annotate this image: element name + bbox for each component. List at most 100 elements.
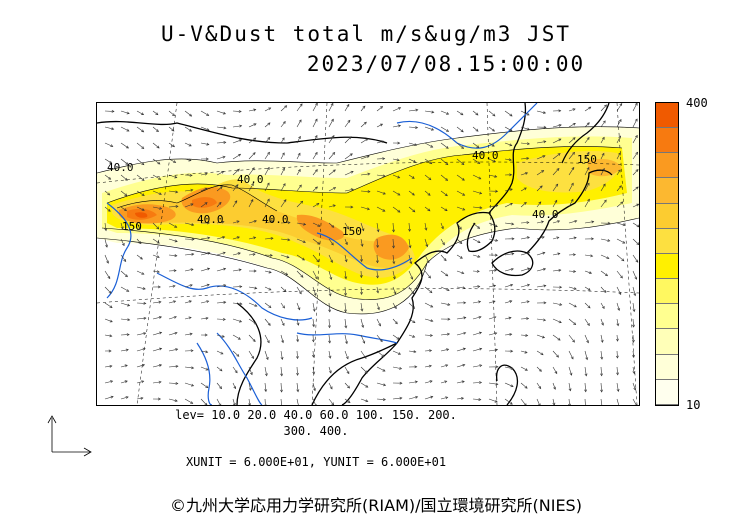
contour-label: 150 <box>577 153 597 166</box>
wind-arrow <box>424 365 432 368</box>
vector-units: XUNIT = 6.000E+01, YUNIT = 6.000E+01 <box>185 455 447 469</box>
wind-arrow <box>552 334 561 341</box>
wind-arrowhead <box>331 118 334 122</box>
wind-arrowhead <box>330 259 333 263</box>
wind-arrowhead <box>139 256 143 260</box>
wind-arrowhead <box>298 119 302 123</box>
wind-arrowhead <box>317 241 321 245</box>
wind-arrow <box>472 190 482 194</box>
wind-arrowhead <box>479 347 483 351</box>
wind-arrow <box>488 222 498 227</box>
wind-arrowhead <box>588 271 593 274</box>
wind-arrowhead <box>590 254 594 258</box>
wind-arrow <box>264 366 268 376</box>
wind-arrowhead <box>268 270 272 274</box>
color-scale-step <box>656 203 678 229</box>
wind-arrow <box>488 158 496 163</box>
contour-label: 40.0 <box>237 173 264 186</box>
wind-arrowhead <box>475 128 479 132</box>
wind-arrowhead <box>553 386 556 390</box>
wind-arrow <box>200 187 208 192</box>
wind-arrow <box>264 318 271 326</box>
wind-arrowhead <box>281 137 285 141</box>
wind-arrow <box>312 254 319 263</box>
wind-arrowhead <box>430 304 434 308</box>
wind-arrowhead <box>478 331 483 335</box>
wind-arrow <box>616 398 620 405</box>
wind-arrow <box>600 350 603 360</box>
wind-arrow <box>488 238 498 242</box>
color-scale <box>655 102 679 406</box>
wind-arrow <box>104 302 113 308</box>
wind-arrow <box>424 254 430 263</box>
wind-arrow <box>264 107 271 112</box>
wind-arrow <box>328 187 336 192</box>
wind-arrow <box>584 182 590 192</box>
wind-arrow <box>344 270 347 279</box>
wind-arrowhead <box>328 355 332 359</box>
wind-arrow <box>376 238 379 248</box>
wind-arrow <box>232 125 242 128</box>
wind-arrow <box>504 222 514 225</box>
wind-arrow <box>600 286 607 293</box>
wind-arrow <box>616 135 621 144</box>
wind-arrow <box>488 126 495 132</box>
wind-arrowhead <box>509 202 513 206</box>
wind-arrow <box>360 206 370 210</box>
wind-arrow <box>504 188 513 192</box>
wind-arrow <box>296 153 301 160</box>
wind-arrow <box>632 366 635 374</box>
wind-arrow <box>456 126 464 133</box>
chart-title: U-V&Dust total m/s&ug/m3 JST <box>160 22 571 46</box>
wind-arrow <box>200 317 209 320</box>
wind-arrow <box>328 318 330 328</box>
wind-arrowhead <box>264 373 268 377</box>
color-scale-step <box>656 128 678 154</box>
wind-arrow <box>392 334 400 340</box>
wind-arrow <box>472 316 482 320</box>
color-scale-step <box>656 178 678 204</box>
wind-arrowhead <box>282 305 285 309</box>
wind-arrowhead <box>509 173 513 177</box>
wind-arrow <box>104 158 112 164</box>
wind-arrow <box>248 237 256 240</box>
wind-arrowhead <box>478 398 482 401</box>
wind-arrow <box>296 184 302 192</box>
wind-arrowhead <box>141 380 145 384</box>
wind-arrow <box>248 302 258 307</box>
color-scale-step <box>656 253 678 280</box>
wind-arrowhead <box>441 226 444 230</box>
wind-arrow <box>280 318 285 326</box>
wind-arrowhead <box>430 319 434 323</box>
wind-arrow <box>536 236 545 240</box>
wind-arrowhead <box>479 206 483 210</box>
wind-arrowhead <box>445 178 449 181</box>
wind-arrowhead <box>573 236 577 240</box>
wind-arrow <box>504 126 513 132</box>
wind-arrowhead <box>382 191 386 195</box>
wind-arrow <box>280 334 284 343</box>
wind-arrow <box>248 137 256 144</box>
wind-arrowhead <box>591 220 595 224</box>
wind-arrowhead <box>477 240 481 244</box>
wind-arrow <box>472 174 481 180</box>
wind-arrowhead <box>411 176 415 179</box>
wind-arrowhead <box>283 199 287 203</box>
wind-arrowhead <box>543 284 547 288</box>
wind-arrowhead <box>632 354 635 358</box>
wind-arrowhead <box>447 302 451 306</box>
wind-arrow <box>632 203 639 208</box>
wind-arrowhead <box>280 373 284 377</box>
wind-arrow <box>136 174 145 181</box>
wind-arrow <box>424 126 434 131</box>
wind-arrowhead <box>239 124 243 128</box>
wind-arrowhead <box>237 336 241 340</box>
wind-arrowhead <box>462 347 466 351</box>
wind-arrowhead <box>331 135 335 139</box>
wind-arrowhead <box>557 252 561 256</box>
wind-arrowhead <box>584 389 588 393</box>
wind-arrow <box>168 398 178 402</box>
wind-arrowhead <box>207 251 211 255</box>
wind-arrow <box>584 167 590 176</box>
wind-arrowhead <box>605 273 609 277</box>
